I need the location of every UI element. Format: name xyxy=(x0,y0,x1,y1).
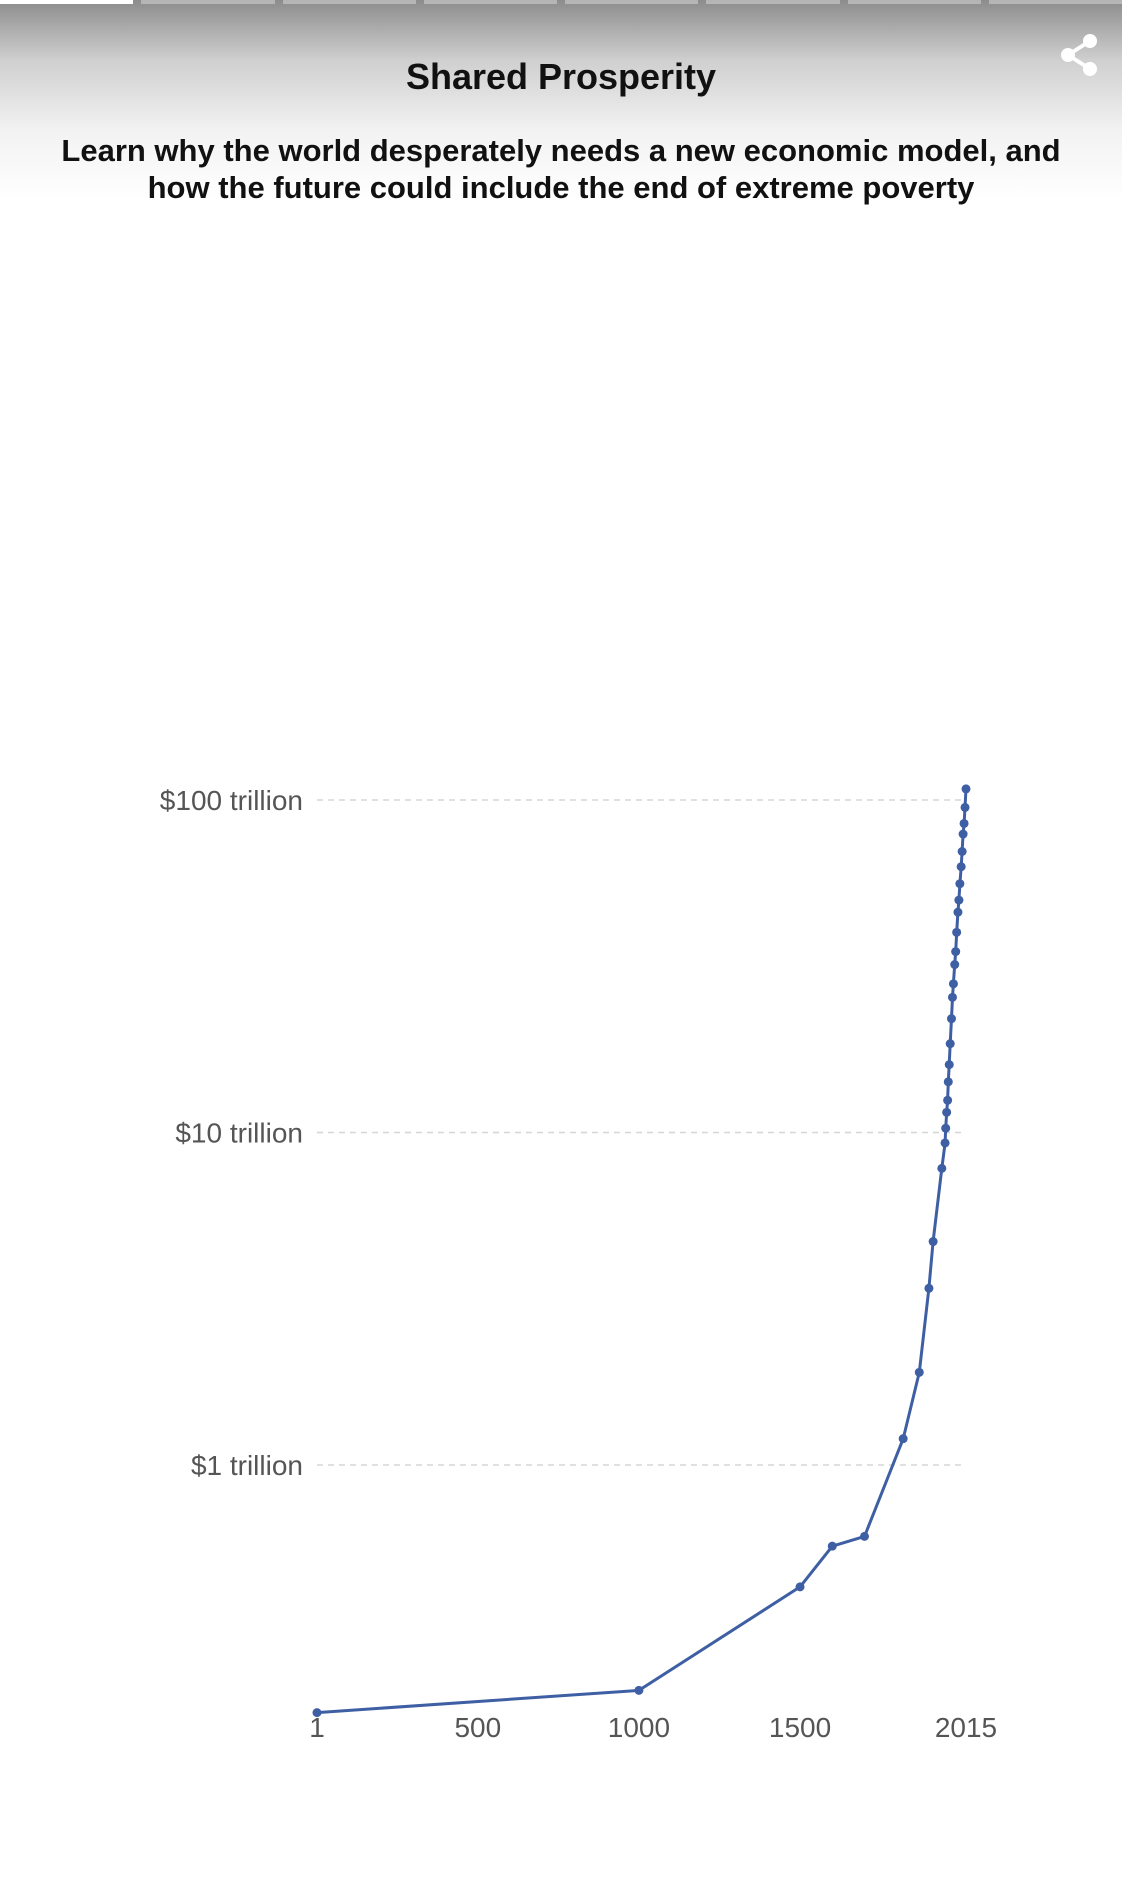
data-point xyxy=(950,960,960,970)
data-point xyxy=(948,979,958,989)
data-point xyxy=(961,784,971,794)
progress-segment xyxy=(423,0,557,4)
progress-segment xyxy=(847,0,981,4)
data-point xyxy=(941,1123,951,1133)
data-point xyxy=(943,1095,953,1105)
data-point xyxy=(954,895,964,905)
page-title: Shared Prosperity xyxy=(405,56,717,97)
data-point xyxy=(827,1541,837,1551)
progress-segment xyxy=(988,0,1122,4)
share-button[interactable] xyxy=(1058,32,1100,78)
data-point xyxy=(924,1283,934,1293)
data-point xyxy=(951,947,961,957)
data-point xyxy=(952,927,962,937)
x-tick-label: 1 xyxy=(309,1712,325,1743)
header-gradient xyxy=(0,0,1122,200)
y-tick-label: $10 trillion xyxy=(175,1118,303,1149)
data-point xyxy=(946,1014,956,1024)
progress-segment xyxy=(141,0,275,4)
page-subtitle: Learn why the world desperately needs a … xyxy=(61,133,1061,205)
data-point xyxy=(859,1531,869,1541)
story-progress-bar xyxy=(0,0,1122,4)
data-point xyxy=(634,1685,644,1695)
data-point xyxy=(956,862,966,872)
data-point xyxy=(942,1107,952,1117)
data-point xyxy=(955,879,965,889)
x-tick-label: 2015 xyxy=(935,1712,997,1743)
y-tick-label: $1 trillion xyxy=(191,1450,303,1481)
data-point xyxy=(957,847,967,857)
data-point xyxy=(947,992,957,1002)
progress-segment xyxy=(565,0,699,4)
y-tick-label: $100 trillion xyxy=(160,785,303,816)
data-point xyxy=(945,1039,955,1049)
data-point xyxy=(953,907,963,917)
data-point xyxy=(960,802,970,812)
x-tick-label: 500 xyxy=(454,1712,501,1743)
data-point xyxy=(795,1582,805,1592)
data-point xyxy=(312,1708,322,1718)
series-line xyxy=(316,788,968,1715)
data-point xyxy=(937,1163,947,1173)
data-point xyxy=(943,1077,953,1087)
data-point xyxy=(940,1138,950,1148)
data-point xyxy=(959,818,969,828)
x-tick-label: 1500 xyxy=(769,1712,831,1743)
progress-segment xyxy=(282,0,416,4)
data-point xyxy=(928,1237,938,1247)
data-point xyxy=(944,1060,954,1070)
progress-segment xyxy=(0,0,134,4)
data-point xyxy=(914,1367,924,1377)
data-point xyxy=(958,829,968,839)
progress-segment xyxy=(706,0,840,4)
share-icon xyxy=(1061,34,1097,76)
x-tick-label: 1000 xyxy=(608,1712,670,1743)
data-point xyxy=(898,1434,908,1444)
